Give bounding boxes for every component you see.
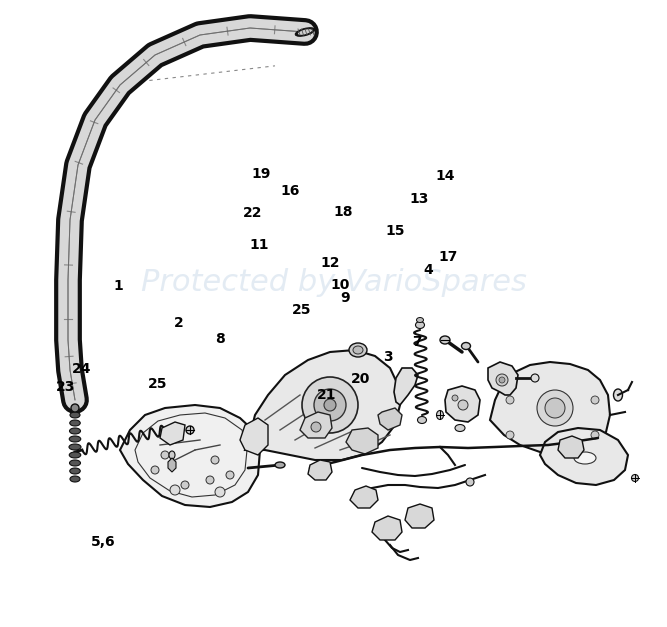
Ellipse shape	[353, 346, 363, 354]
Ellipse shape	[462, 342, 470, 349]
Ellipse shape	[416, 322, 424, 329]
Polygon shape	[558, 436, 584, 458]
Ellipse shape	[349, 343, 367, 357]
Text: 16: 16	[280, 184, 300, 198]
Text: 9: 9	[341, 292, 350, 305]
Circle shape	[161, 451, 169, 459]
Text: 18: 18	[334, 205, 354, 219]
Text: 1: 1	[114, 279, 123, 293]
Ellipse shape	[70, 412, 80, 418]
Circle shape	[452, 395, 458, 401]
Polygon shape	[488, 362, 518, 395]
Text: 15: 15	[385, 224, 405, 238]
Circle shape	[211, 456, 219, 464]
Ellipse shape	[69, 452, 81, 458]
Text: 2: 2	[174, 316, 183, 330]
Ellipse shape	[275, 462, 285, 468]
Circle shape	[537, 390, 573, 426]
Text: 3: 3	[384, 350, 393, 364]
Ellipse shape	[466, 478, 474, 486]
Polygon shape	[405, 504, 434, 528]
Polygon shape	[540, 428, 628, 485]
Circle shape	[499, 377, 505, 383]
Text: 7: 7	[412, 335, 422, 349]
Ellipse shape	[169, 451, 175, 459]
Circle shape	[324, 399, 336, 411]
Circle shape	[314, 389, 346, 421]
Polygon shape	[372, 516, 402, 540]
Text: 14: 14	[436, 169, 456, 182]
Polygon shape	[120, 405, 260, 507]
Polygon shape	[394, 368, 418, 405]
Circle shape	[151, 466, 159, 474]
Ellipse shape	[297, 29, 313, 35]
Polygon shape	[445, 386, 480, 422]
Text: 11: 11	[249, 238, 269, 251]
Circle shape	[181, 481, 189, 489]
Text: 22: 22	[242, 206, 262, 220]
Circle shape	[591, 396, 599, 404]
Ellipse shape	[531, 374, 539, 382]
Text: 19: 19	[251, 167, 271, 181]
Text: 4: 4	[424, 263, 433, 277]
Text: 12: 12	[320, 256, 340, 270]
Ellipse shape	[632, 475, 638, 482]
Ellipse shape	[69, 444, 81, 450]
Polygon shape	[490, 362, 610, 455]
Text: 13: 13	[409, 192, 429, 206]
Polygon shape	[308, 460, 332, 480]
Circle shape	[302, 377, 358, 433]
Circle shape	[506, 396, 514, 404]
Ellipse shape	[70, 420, 80, 426]
Ellipse shape	[70, 476, 80, 482]
Ellipse shape	[295, 28, 315, 36]
Circle shape	[458, 400, 468, 410]
Polygon shape	[350, 486, 378, 508]
Polygon shape	[378, 408, 402, 430]
Circle shape	[591, 431, 599, 439]
Circle shape	[226, 471, 234, 479]
Circle shape	[170, 485, 180, 495]
Ellipse shape	[436, 411, 444, 419]
Circle shape	[506, 431, 514, 439]
Polygon shape	[300, 412, 332, 438]
Ellipse shape	[70, 468, 80, 474]
Ellipse shape	[455, 424, 465, 431]
Polygon shape	[346, 428, 378, 454]
Ellipse shape	[418, 416, 426, 423]
Ellipse shape	[614, 389, 622, 401]
Text: 20: 20	[350, 372, 370, 386]
Circle shape	[206, 476, 214, 484]
Ellipse shape	[69, 460, 81, 466]
Polygon shape	[240, 418, 268, 455]
Text: 23: 23	[55, 381, 75, 394]
Text: 24: 24	[71, 362, 91, 376]
Polygon shape	[160, 422, 185, 445]
Ellipse shape	[69, 428, 81, 434]
Ellipse shape	[416, 317, 424, 322]
Text: 8: 8	[215, 332, 225, 345]
Text: 5,6: 5,6	[91, 535, 115, 549]
Circle shape	[215, 487, 225, 497]
Text: 17: 17	[438, 250, 458, 264]
Polygon shape	[168, 458, 176, 472]
Polygon shape	[245, 350, 400, 460]
Text: 25: 25	[148, 377, 168, 391]
Ellipse shape	[71, 404, 79, 412]
Circle shape	[545, 398, 565, 418]
Text: 10: 10	[330, 278, 350, 292]
Ellipse shape	[69, 436, 81, 442]
Ellipse shape	[574, 452, 596, 464]
Text: Protected by VarioSpares: Protected by VarioSpares	[141, 268, 526, 297]
Circle shape	[496, 374, 508, 386]
Circle shape	[311, 422, 321, 432]
Ellipse shape	[440, 336, 450, 344]
Text: 25: 25	[291, 303, 311, 317]
Ellipse shape	[186, 426, 194, 434]
Text: 21: 21	[317, 388, 337, 402]
